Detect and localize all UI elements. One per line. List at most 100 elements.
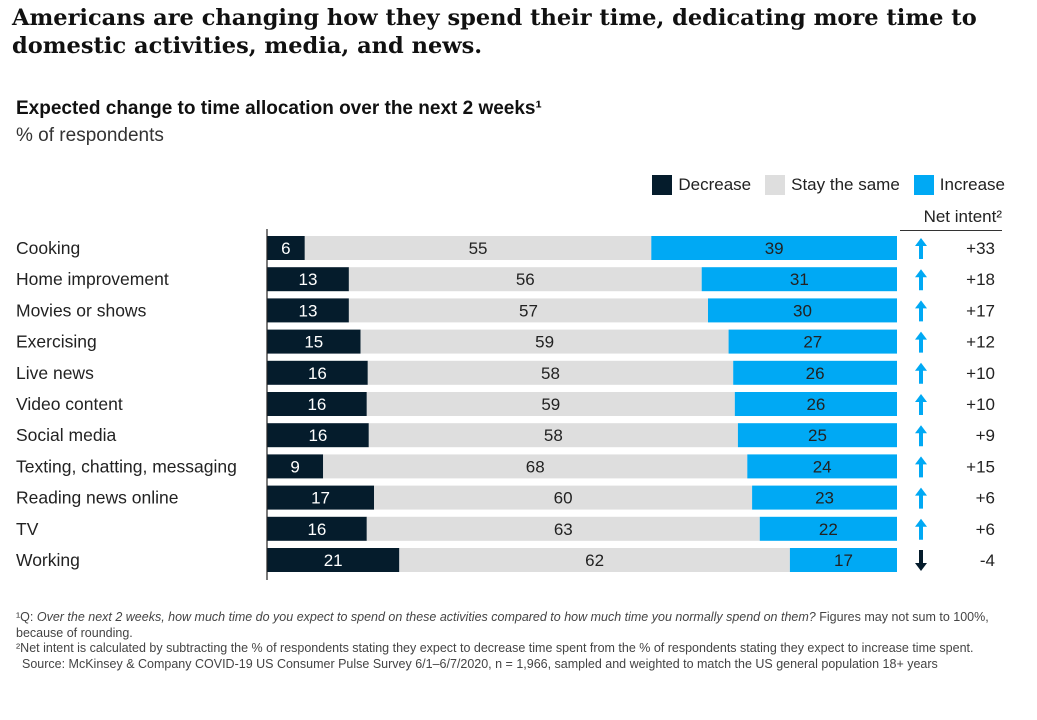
data-label: 62 xyxy=(585,551,604,570)
data-label: 59 xyxy=(541,395,560,414)
bar-segment-increase xyxy=(752,485,897,510)
bar-segment-decrease xyxy=(267,454,324,479)
bar-segment-increase xyxy=(789,548,897,572)
bar-segment-increase xyxy=(708,298,897,323)
arrow-up-icon xyxy=(915,425,927,447)
bar-segment-stay-the-same xyxy=(374,485,753,510)
data-label: 25 xyxy=(808,426,827,445)
arrow-up-icon xyxy=(915,269,927,291)
net-intent-value: +12 xyxy=(966,333,995,352)
category-label: Exercising xyxy=(16,332,97,352)
data-label: 58 xyxy=(541,364,560,383)
chart-subtitle: % of respondents xyxy=(16,125,164,146)
data-label: 9 xyxy=(290,457,299,476)
data-label: 6 xyxy=(281,239,290,258)
data-label: 26 xyxy=(806,395,825,414)
bar-segment-stay-the-same xyxy=(348,298,708,323)
data-label: 16 xyxy=(307,520,326,539)
category-label: Texting, chatting, messaging xyxy=(16,456,237,476)
data-label: 15 xyxy=(304,333,323,352)
footnotes: ¹Q: Over the next 2 weeks, how much time… xyxy=(16,610,1006,672)
source-note: Source: McKinsey & Company COVID-19 US C… xyxy=(22,656,938,671)
bar-segment-decrease xyxy=(267,360,368,385)
data-label: 56 xyxy=(516,270,535,289)
bar-segment-stay-the-same xyxy=(348,267,702,292)
data-label: 39 xyxy=(765,239,784,258)
bar-segment-increase xyxy=(737,423,897,448)
arrow-up-icon xyxy=(915,238,927,259)
data-label: 24 xyxy=(813,457,832,476)
bar-segment-stay-the-same xyxy=(304,236,652,260)
data-label: 22 xyxy=(819,520,838,539)
bar-segment-increase xyxy=(701,267,897,292)
bar-segment-increase xyxy=(651,236,897,260)
stacked-bar-chart: Cooking 6 55 39 +33 Home improvement 13 56 31 +18… xyxy=(16,229,995,580)
arrow-down-icon xyxy=(915,550,927,571)
category-label: Movies or shows xyxy=(16,300,147,320)
data-label: 26 xyxy=(806,364,825,383)
category-label: Live news xyxy=(16,363,94,383)
net-intent-value: +10 xyxy=(966,364,995,383)
legend-swatch-same xyxy=(765,175,786,195)
legend-label: Increase xyxy=(939,175,1005,194)
category-label: Home improvement xyxy=(16,269,169,289)
legend-same: Stay the same xyxy=(765,175,900,195)
data-label: 30 xyxy=(793,301,812,320)
footnote-1-rest: Figures may not sum to 100%, because of … xyxy=(16,610,989,640)
data-label: 55 xyxy=(469,239,488,258)
arrow-up-icon xyxy=(915,300,927,322)
data-label: 57 xyxy=(519,301,538,320)
arrow-up-icon xyxy=(915,394,927,415)
data-label: 17 xyxy=(834,551,853,570)
category-label: Social media xyxy=(16,425,116,445)
bar-segment-increase xyxy=(733,360,897,385)
bar-segment-increase xyxy=(747,454,897,479)
data-label: 21 xyxy=(324,551,343,570)
legend-swatch-increase xyxy=(913,175,934,195)
data-label: 60 xyxy=(554,489,573,508)
bar-segment-stay-the-same xyxy=(368,423,738,448)
data-label: 16 xyxy=(308,426,327,445)
bar-segment-stay-the-same xyxy=(366,516,760,541)
arrow-up-icon xyxy=(915,362,927,384)
bar-segment-increase xyxy=(734,392,897,416)
data-label: 13 xyxy=(298,270,317,289)
data-label: 16 xyxy=(308,364,327,383)
category-label: Cooking xyxy=(16,238,80,258)
headline: Americans are changing how they spend th… xyxy=(12,5,977,59)
bar-segment-decrease xyxy=(267,423,369,448)
bar-segment-increase xyxy=(759,516,897,541)
net-intent-header: Net intent² xyxy=(900,207,1002,231)
data-label: 27 xyxy=(803,333,822,352)
data-label: 23 xyxy=(815,489,834,508)
net-intent-value: +15 xyxy=(966,457,995,476)
category-label: Video content xyxy=(16,394,123,414)
arrow-up-icon xyxy=(915,518,927,540)
bar-segment-decrease xyxy=(267,236,305,260)
bar-segment-stay-the-same xyxy=(323,454,748,479)
arrow-up-icon xyxy=(915,456,927,478)
data-label: 16 xyxy=(307,395,326,414)
category-label: Working xyxy=(16,550,80,570)
chart-title: Expected change to time allocation over … xyxy=(16,98,542,119)
data-label: 17 xyxy=(311,489,330,508)
bar-segment-decrease xyxy=(267,485,375,510)
bar-segment-decrease xyxy=(267,267,349,292)
bar-segment-decrease xyxy=(267,329,361,354)
bar-segment-decrease xyxy=(267,392,367,416)
footnote-2: ²Net intent is calculated by subtracting… xyxy=(16,641,974,655)
data-label: 31 xyxy=(790,270,809,289)
arrow-up-icon xyxy=(915,487,927,509)
legend-swatch-decrease xyxy=(652,175,673,195)
legend-decrease: Decrease xyxy=(652,175,751,195)
net-intent-value: +17 xyxy=(966,301,995,320)
footnote-1-question: Over the next 2 weeks, how much time do … xyxy=(36,610,816,624)
bar-segment-increase xyxy=(728,329,897,354)
legend-label: Stay the same xyxy=(791,175,900,194)
bar-segment-decrease xyxy=(267,548,400,572)
net-intent-value: +10 xyxy=(966,395,995,414)
net-intent-value: +9 xyxy=(976,426,995,445)
legend: Decrease Stay the same Increase xyxy=(652,175,1005,195)
net-intent-value: +6 xyxy=(976,520,995,539)
bar-segment-stay-the-same xyxy=(367,360,734,385)
